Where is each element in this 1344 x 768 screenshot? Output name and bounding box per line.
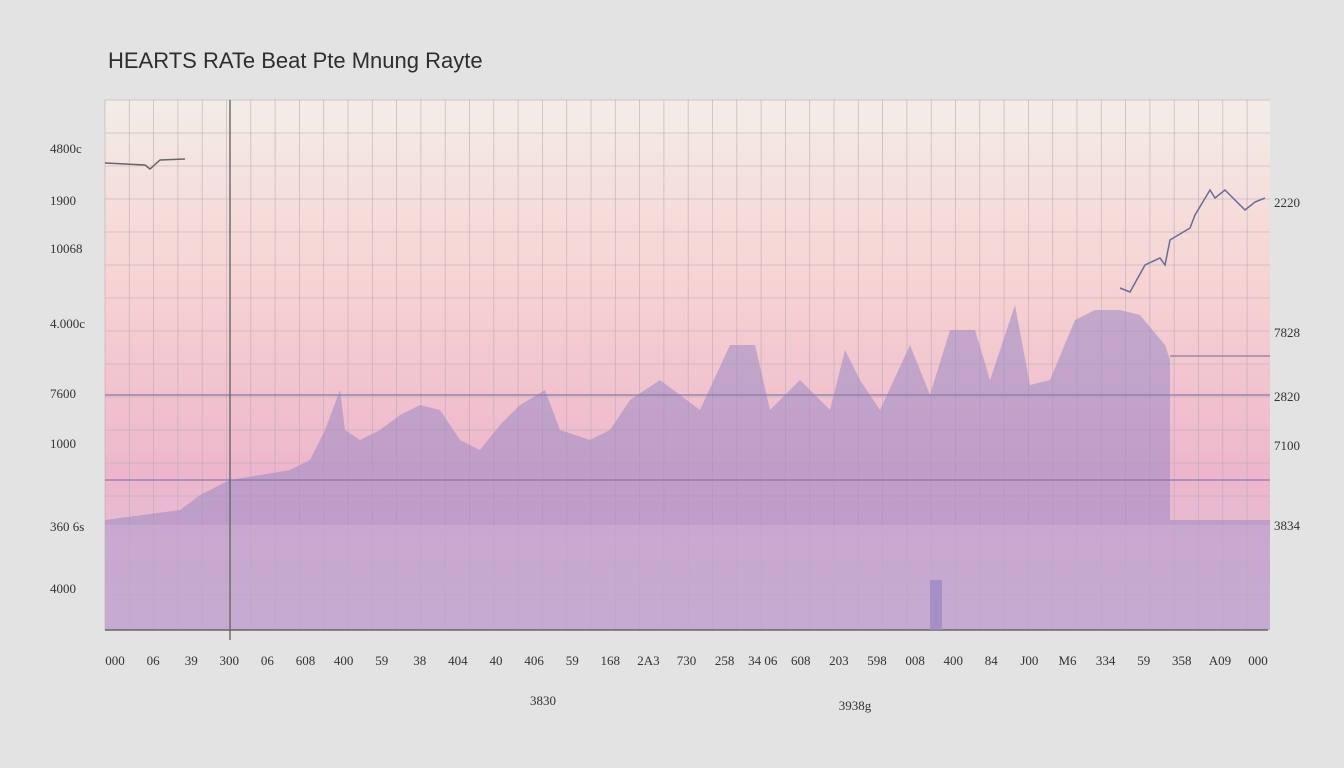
silhouette	[105, 305, 1270, 630]
y2-tick-label: 2820	[1274, 389, 1300, 404]
y2-tick-label: 7828	[1274, 325, 1300, 340]
x-tick-label: 84	[985, 653, 999, 668]
x-tick-label: 34 06	[748, 653, 778, 668]
x-tick-label: 000	[105, 653, 125, 668]
caption: 3830	[530, 693, 556, 708]
x-tick-label: 334	[1096, 653, 1116, 668]
y-tick-label: 7600	[50, 386, 76, 401]
x-tick-label: 404	[448, 653, 468, 668]
x-tick-label: 59	[1137, 653, 1150, 668]
x-tick-label: 2A3	[637, 653, 659, 668]
x-tick-label: 40	[490, 653, 503, 668]
x-tick-label: 59	[566, 653, 579, 668]
x-tick-label: 400	[334, 653, 354, 668]
x-tick-label: 203	[829, 653, 849, 668]
y-tick-label: 4.000c	[50, 316, 85, 331]
x-tick-label: 608	[791, 653, 811, 668]
y2-tick-label: 3834	[1274, 518, 1301, 533]
y-tick-label: 1000	[50, 436, 76, 451]
x-tick-label: 06	[147, 653, 161, 668]
x-tick-label: 59	[375, 653, 388, 668]
y-tick-label: 1900	[50, 193, 76, 208]
y-tick-label: 10068	[50, 241, 83, 256]
chart-title: HEARTS RATe Beat Pte Mnung Rayte	[108, 48, 483, 73]
y-tick-label: 360 6s	[50, 519, 84, 534]
x-tick-label: 008	[905, 653, 925, 668]
x-tick-label: 38	[413, 653, 426, 668]
y-tick-label: 4000	[50, 581, 76, 596]
spike	[930, 580, 942, 630]
x-tick-label: 598	[867, 653, 887, 668]
x-tick-label: 358	[1172, 653, 1192, 668]
line-left	[104, 158, 186, 170]
y2-tick-label: 2220	[1274, 195, 1300, 210]
x-tick-label: 000	[1248, 653, 1268, 668]
x-tick-label: 39	[185, 653, 198, 668]
x-tick-label: A09	[1209, 653, 1231, 668]
x-tick-label: M6	[1058, 653, 1077, 668]
x-tick-label: 300	[220, 653, 240, 668]
y-tick-label: 4800c	[50, 141, 82, 156]
x-tick-label: 168	[601, 653, 621, 668]
line-right	[1119, 188, 1266, 293]
band	[230, 100, 1270, 135]
x-tick-label: 258	[715, 653, 735, 668]
labels: 4800c 1900 10068 4.000c 7600 1000 360 6s 4000 22…	[50, 141, 1301, 713]
caption: 3938g	[839, 698, 872, 713]
x-tick-label: 06	[261, 653, 275, 668]
x-tick-label: 608	[296, 653, 316, 668]
x-tick-label: J00	[1020, 653, 1038, 668]
lower-band	[105, 525, 1270, 630]
x-tick-label: 406	[524, 653, 544, 668]
y2-tick-label: 7100	[1274, 438, 1300, 453]
x-tick-label: 730	[677, 653, 697, 668]
x-tick-label: 400	[943, 653, 963, 668]
